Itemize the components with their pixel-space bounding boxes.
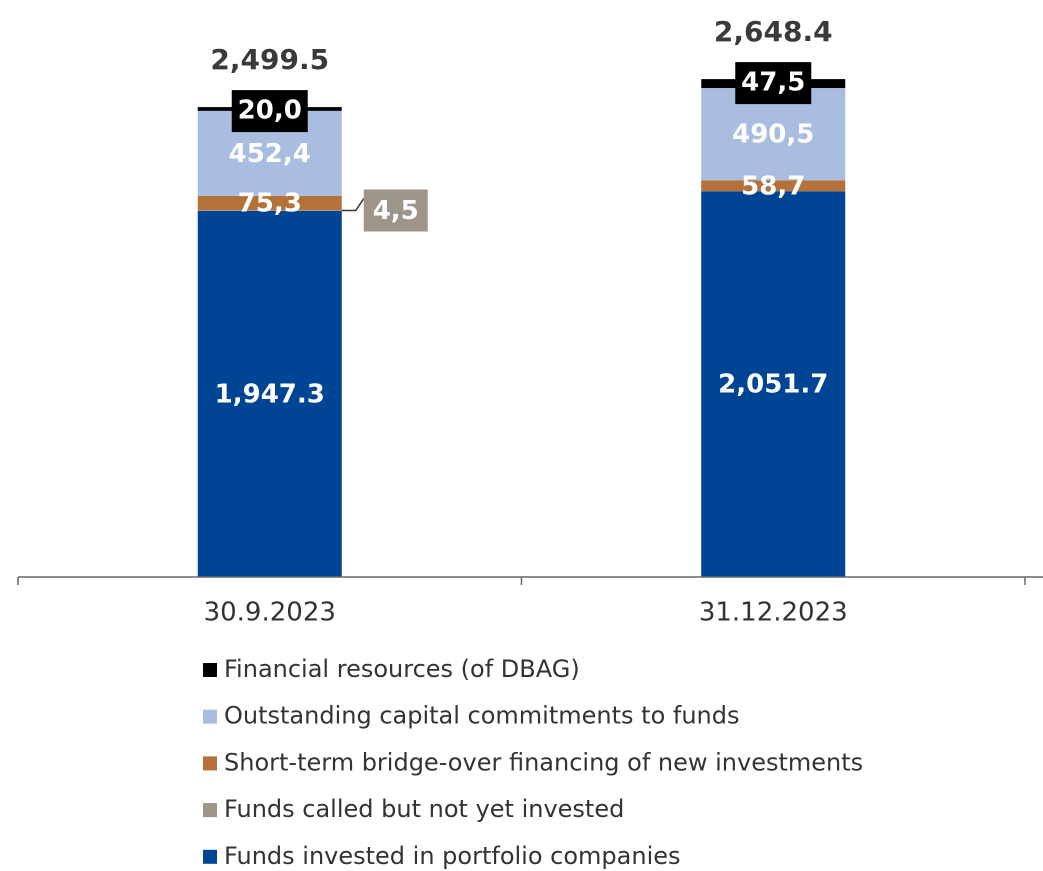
legend-label: Short-term bridge-over financing of new … [224, 748, 863, 776]
legend-swatch [203, 803, 217, 818]
data-label: 2,051.7 [718, 370, 828, 400]
data-label: 20,0 [238, 96, 302, 126]
total-label: 2,648.4 [714, 15, 833, 48]
leader-line [341, 198, 365, 212]
legend-label: Funds called but not yet invested [224, 795, 624, 823]
data-label: 75,3 [238, 188, 302, 218]
label-box [231, 90, 308, 133]
legend-swatch [203, 756, 217, 771]
x-tick-label: 30.9.2023 [204, 598, 336, 628]
legend-label: Funds invested in portfolio companies [224, 842, 681, 870]
bar-segment [701, 180, 846, 192]
legend-swatch [203, 849, 217, 864]
label-box [363, 189, 428, 232]
bar-segment [197, 195, 342, 211]
data-label: 1,947.3 [215, 379, 325, 409]
bar-segment [701, 191, 846, 577]
legend-label: Financial resources (of DBAG) [224, 655, 580, 683]
data-label: 47,5 [741, 68, 805, 98]
legend-swatch [203, 663, 217, 677]
bar-segment [197, 210, 342, 211]
x-tick-label: 31.12.2023 [699, 598, 848, 628]
legend-label: Outstanding capital commitments to funds [224, 702, 739, 730]
data-label: 490,5 [732, 120, 814, 150]
bar-segment [197, 210, 342, 577]
data-label: 58,7 [741, 171, 805, 201]
data-label: 452,4 [229, 139, 311, 169]
label-box [735, 62, 812, 105]
legend-swatch [203, 709, 217, 724]
data-label: 4,5 [373, 196, 419, 226]
total-label: 2,499.5 [210, 43, 329, 76]
